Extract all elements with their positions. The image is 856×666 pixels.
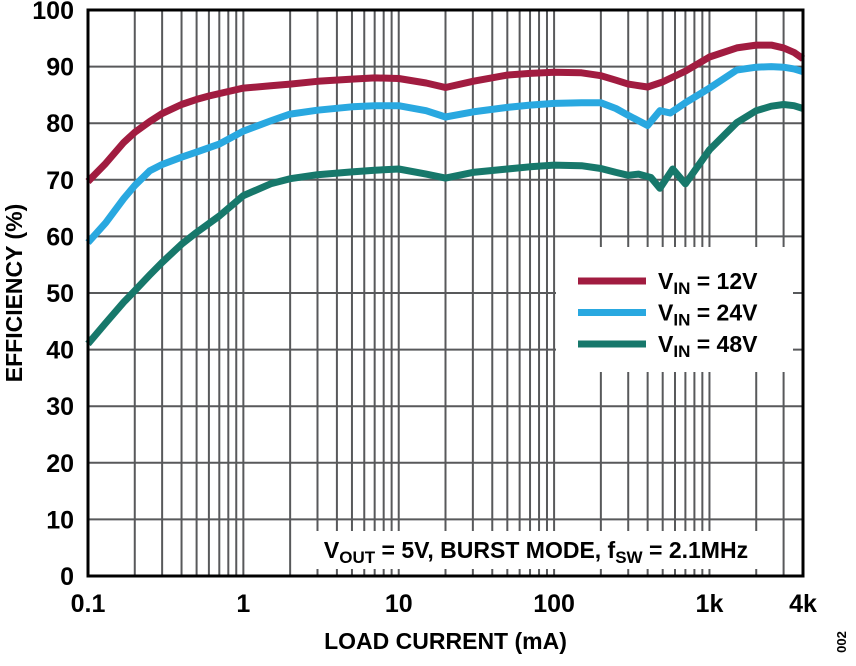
y-tick-label: 40 <box>46 337 74 365</box>
y-tick-label: 30 <box>46 393 74 421</box>
y-tick-label: 70 <box>46 167 74 195</box>
curve-vin-48v <box>85 101 805 347</box>
y-tick-label: 60 <box>46 223 74 251</box>
x-tick-label: 1 <box>236 590 250 618</box>
x-tick-label: 0.1 <box>71 590 106 618</box>
x-tick-label: 100 <box>533 590 575 618</box>
y-tick-label: 100 <box>32 0 74 25</box>
y-axis-title: EFFICIENCY (%) <box>1 204 27 382</box>
plot-border <box>86 8 805 578</box>
annotation-background <box>299 531 775 569</box>
legend-label-vin-12v: VIN​ = 12V <box>658 268 758 298</box>
x-tick-label: 1k <box>696 590 724 618</box>
x-tick-label: 10 <box>385 590 413 618</box>
y-tick-label: 80 <box>46 110 74 138</box>
y-tick-label: 20 <box>46 450 74 478</box>
legend-label-vin-24v: VIN​ = 24V <box>658 300 758 330</box>
y-tick-label: 10 <box>46 506 74 534</box>
figure-number: 002 <box>834 631 849 653</box>
y-tick-label: 0 <box>60 563 74 591</box>
x-tick-label: 4k <box>789 590 817 618</box>
y-tick-label: 50 <box>46 280 74 308</box>
y-tick-label: 90 <box>46 54 74 82</box>
legend-label-vin-48v: VIN​ = 48V <box>658 331 758 361</box>
x-axis-title: LOAD CURRENT (mA) <box>324 628 567 654</box>
curve-vin-12v <box>85 41 806 184</box>
conditions-note: VOUT​ = 5V, BURST MODE, fSW​ = 2.1MHz <box>324 537 748 567</box>
curve-vin-24v <box>85 63 805 245</box>
